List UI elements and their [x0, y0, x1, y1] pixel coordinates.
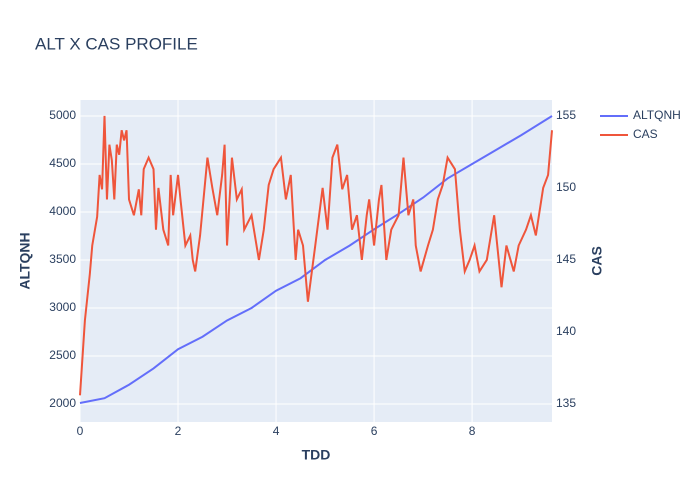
y-tick-label: 2500 — [49, 348, 76, 362]
x-tick-label: 2 — [175, 424, 182, 438]
legend-label: ALTQNH — [633, 108, 681, 122]
x-tick-label: 6 — [371, 424, 378, 438]
x-tick-label: 4 — [273, 424, 280, 438]
y2-tick-label: 140 — [556, 324, 576, 338]
y-tick-label: 2000 — [49, 396, 76, 410]
x-tick-label: 0 — [77, 424, 84, 438]
y-tick-label: 5000 — [49, 108, 76, 122]
y2-tick-label: 150 — [556, 180, 576, 194]
y-tick-label: 3000 — [49, 300, 76, 314]
y-axis-title: ALTQNH — [17, 232, 33, 289]
y-tick-label: 4500 — [49, 156, 76, 170]
y2-tick-label: 135 — [556, 396, 576, 410]
x-tick-label: 8 — [469, 424, 476, 438]
y2-tick-label: 155 — [556, 108, 576, 122]
y-tick-label: 4000 — [49, 204, 76, 218]
y2-axis-title: CAS — [589, 246, 605, 276]
chart-title: ALT X CAS PROFILE — [35, 34, 198, 53]
plot-area — [80, 100, 552, 422]
y-tick-label: 3500 — [49, 252, 76, 266]
y2-tick-label: 145 — [556, 252, 576, 266]
x-axis-title: TDD — [302, 447, 331, 463]
series-line — [79, 115, 553, 396]
legend-label: CAS — [633, 127, 658, 141]
